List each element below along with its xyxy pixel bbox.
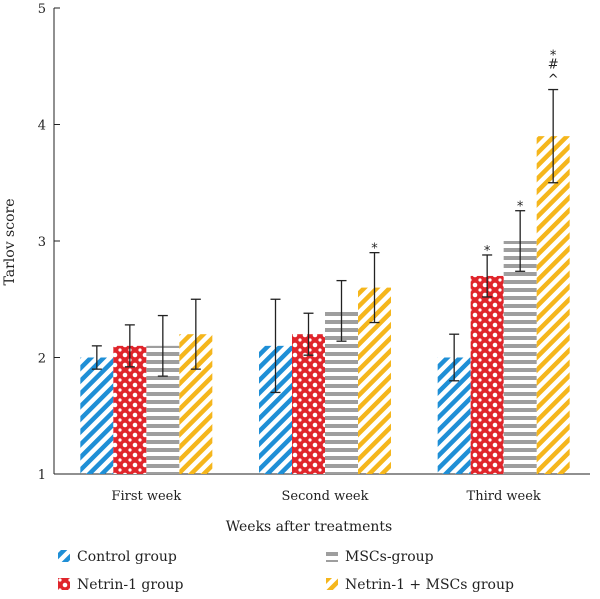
x-axis-title: Weeks after treatments	[226, 519, 392, 535]
significance-markers-layer: * ***#^	[371, 49, 558, 259]
significance-marker: #	[548, 58, 559, 73]
legend-swatch	[326, 550, 338, 562]
legend-label: MSCs-group	[345, 549, 434, 565]
legend-swatch	[326, 578, 338, 590]
bar	[470, 275, 504, 474]
significance-marker: ^	[548, 73, 559, 88]
y-tick-label: 3	[38, 235, 46, 250]
significance-marker: *	[371, 242, 378, 257]
significance-marker: *	[484, 244, 491, 259]
bars-layer	[80, 136, 570, 474]
legend-swatch	[58, 578, 70, 590]
legend: Control group Netrin-1 group MSCs-group Net…	[58, 549, 514, 593]
legend-label: Netrin-1 + MSCs group	[345, 577, 514, 593]
y-tick-label: 5	[38, 2, 46, 17]
y-tick-label: 2	[38, 352, 46, 367]
y-tick-label: 4	[38, 119, 46, 134]
legend-label: Netrin-1 group	[77, 577, 184, 593]
bar	[503, 241, 537, 474]
error-bars-layer	[91, 88, 559, 394]
legend-label: Control group	[77, 549, 177, 565]
x-axis: First week Second week Third week	[54, 473, 590, 504]
y-axis: 1 2 3 4 5	[38, 2, 60, 483]
x-tick-label: Second week	[282, 489, 369, 504]
x-tick-label: First week	[111, 489, 181, 504]
y-tick-label: 1	[38, 468, 46, 483]
x-tick-label: Third week	[467, 489, 541, 504]
bar	[80, 357, 114, 474]
significance-marker: *	[517, 200, 524, 215]
legend-swatch	[58, 550, 70, 562]
y-axis-title: Tarlov score	[2, 199, 18, 286]
significance-marker: *	[550, 49, 557, 64]
bar	[536, 136, 570, 474]
bar	[292, 334, 325, 474]
